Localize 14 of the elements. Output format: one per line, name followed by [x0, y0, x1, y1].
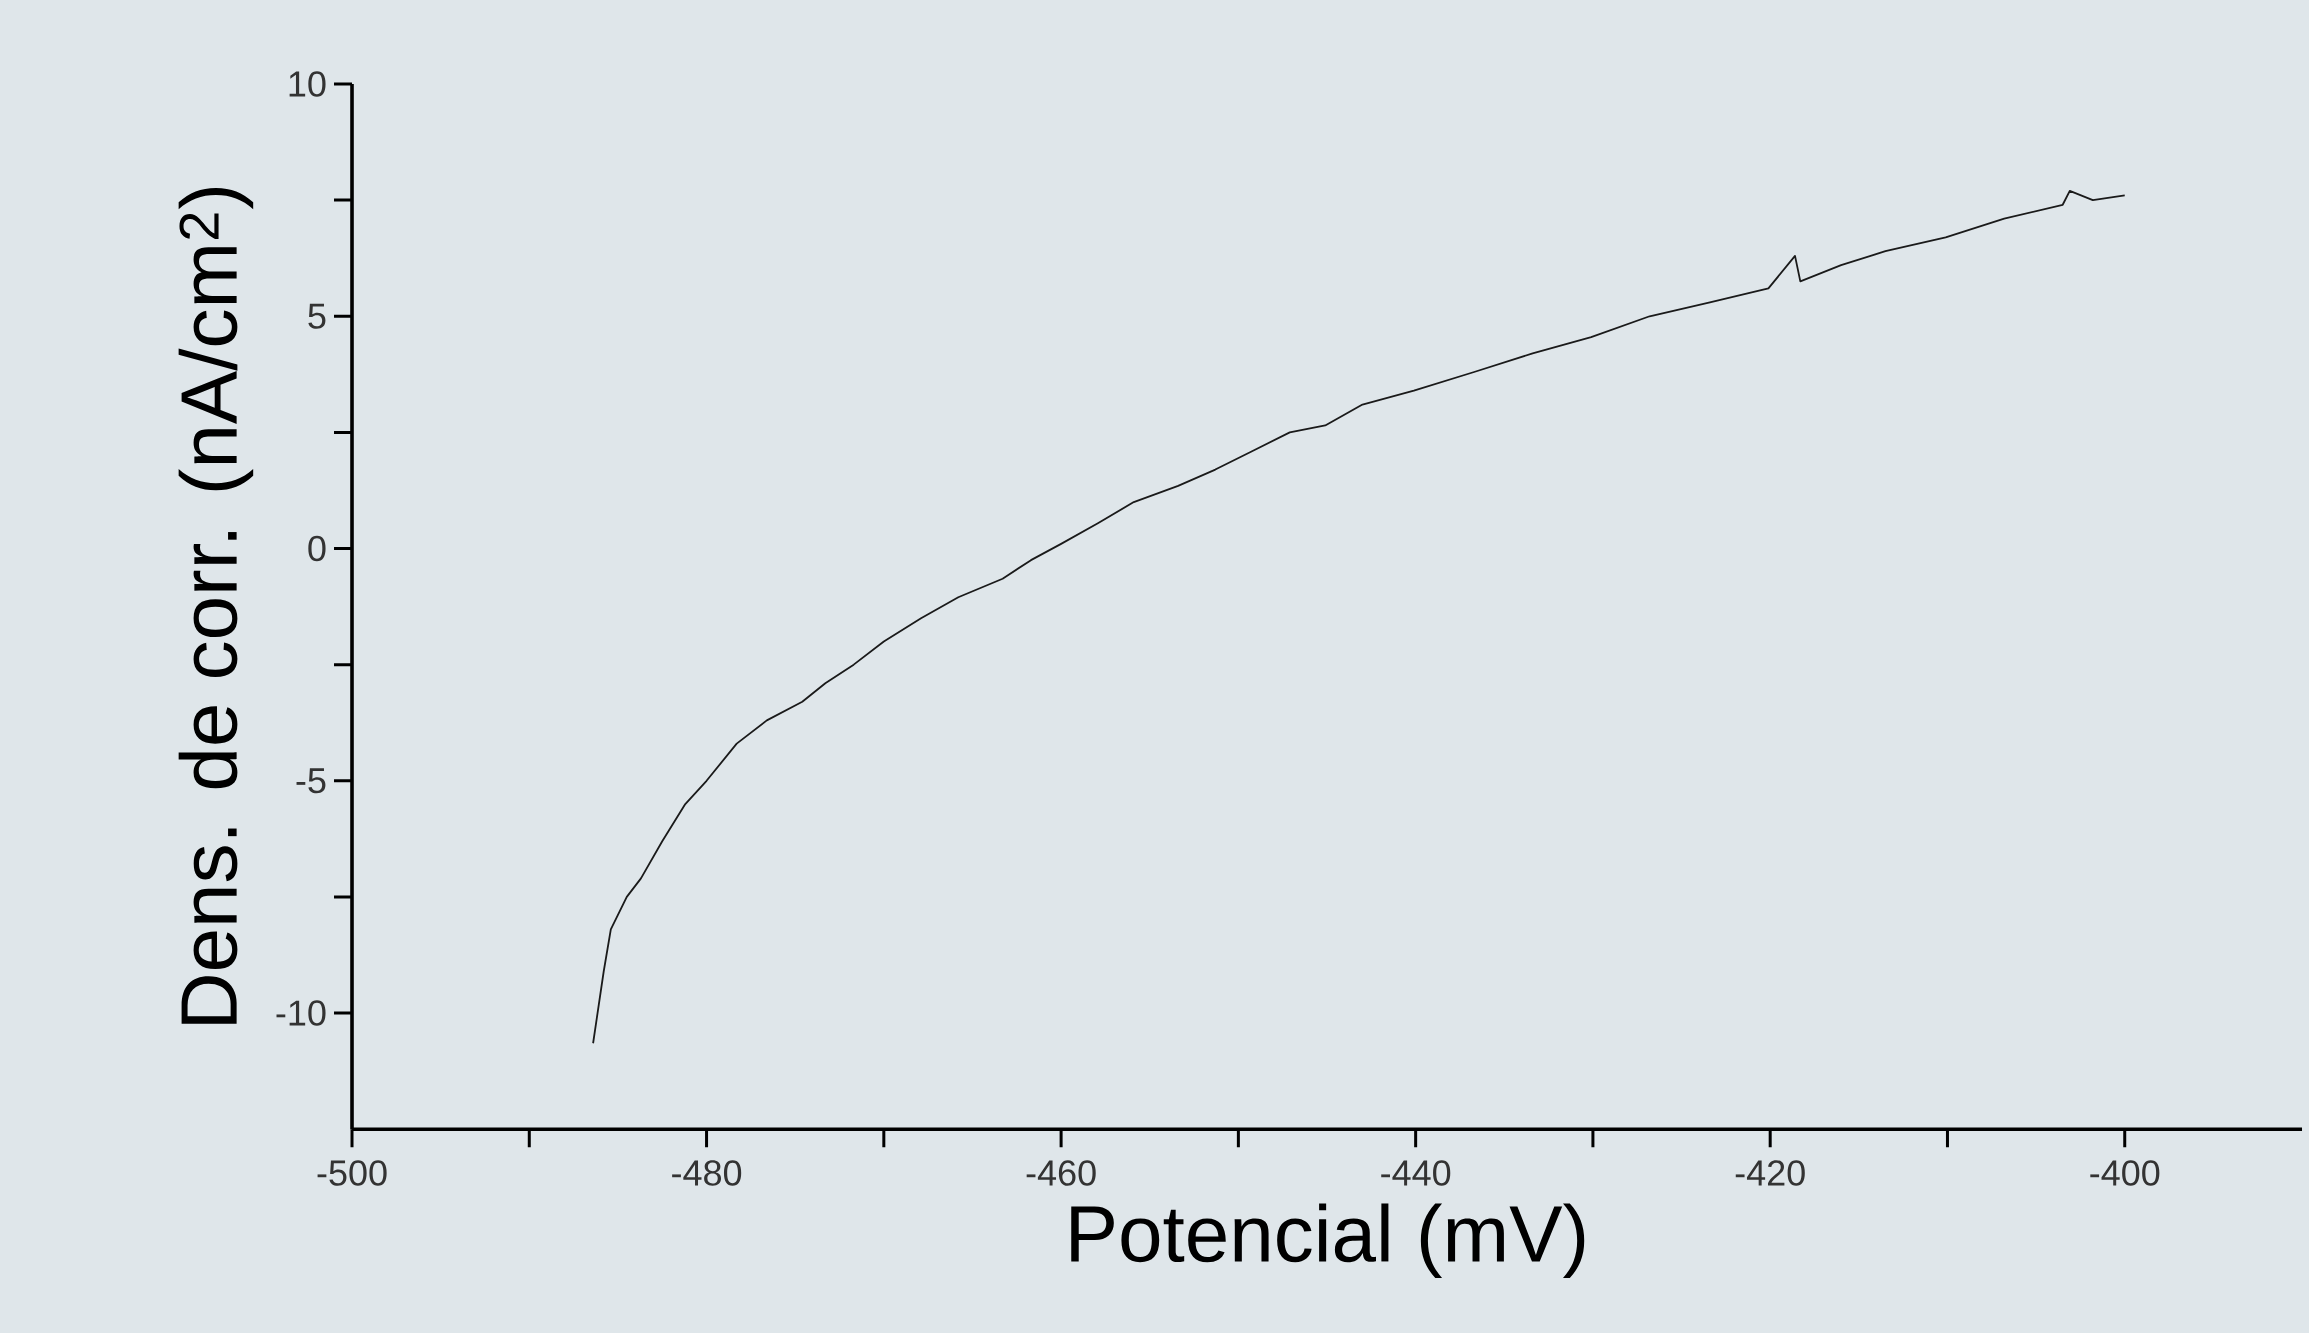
x-tick-label: -460	[1026, 1160, 1096, 1186]
y-tick-label: 0	[308, 535, 326, 562]
x-tick-label: -480	[672, 1160, 742, 1186]
x-tick-label: -420	[1735, 1160, 1805, 1186]
y-tick-label: 5	[308, 303, 326, 329]
x-tick-label: -500	[317, 1160, 387, 1186]
y-axis-title: Dens. de corr. (nA/cm$^{2}$)	[178, 187, 254, 1024]
x-tick-label: -440	[1381, 1160, 1451, 1186]
line-series	[592, 189, 2126, 1045]
y-tick-label: 10	[289, 71, 326, 97]
y-tick-label: -10	[276, 1000, 326, 1026]
x-tick-label: -400	[2090, 1160, 2160, 1186]
x-axis-title: Potencial (mV)	[1071, 1203, 1585, 1278]
y-tick-label: -5	[296, 768, 326, 794]
